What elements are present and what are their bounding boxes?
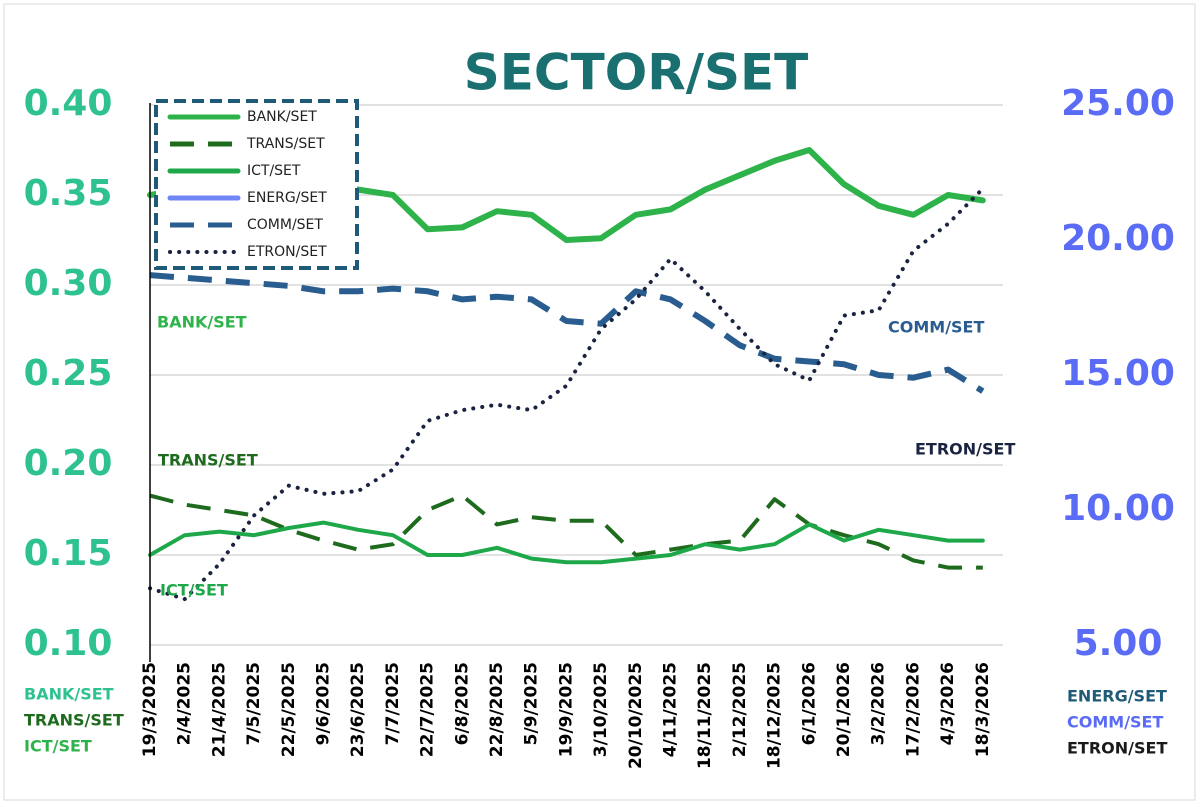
y2-tick-label: 20.00 — [1061, 218, 1175, 259]
chart-title: SECTOR/SET — [464, 44, 809, 102]
y-tick-label: 0.15 — [24, 533, 113, 574]
x-tick-label: 19/9/2025 — [556, 662, 576, 757]
legend-label: ETRON/SET — [247, 244, 327, 260]
series-annotation: BANK/SET — [157, 313, 247, 332]
legend-box — [154, 99, 359, 270]
y-tick-label: 0.35 — [24, 173, 113, 214]
x-tick-label: 3/2/2026 — [869, 662, 889, 745]
y-tick-label: 0.20 — [24, 443, 113, 484]
axis-series-label: TRANS/SET — [24, 711, 124, 730]
legend-label: BANK/SET — [247, 109, 317, 125]
series-line — [149, 493, 983, 570]
x-tick-label: 22/8/2025 — [487, 662, 507, 757]
legend: BANK/SET TRANS/SET ICT/SET ENERG/SET COMM/SE… — [154, 99, 359, 270]
series-annotation: TRANS/SET — [158, 451, 258, 470]
axis-series-label: COMM/SET — [1067, 713, 1163, 732]
x-tick-label: 17/2/2026 — [903, 662, 923, 757]
x-tick-label: 18/12/2025 — [765, 662, 785, 769]
x-tick-label: 20/10/2025 — [626, 662, 646, 769]
legend-label: TRANS/SET — [246, 136, 325, 152]
x-tick-label: 18/3/2026 — [973, 662, 993, 757]
axis-series-label: ETRON/SET — [1067, 739, 1167, 758]
x-tick-label: 23/6/2025 — [348, 662, 368, 757]
x-tick-label: 3/10/2025 — [591, 662, 611, 757]
y2-tick-label: 10.00 — [1061, 488, 1175, 529]
series-annotation: COMM/SET — [888, 318, 984, 337]
axis-series-label: BANK/SET — [24, 685, 114, 704]
x-tick-label: 22/5/2025 — [279, 662, 299, 757]
y-tick-label: 0.30 — [24, 263, 113, 304]
x-tick-label: 4/3/2026 — [938, 662, 958, 745]
y2-tick-label: 5.00 — [1074, 623, 1163, 664]
series-annotation: ETRON/SET — [915, 440, 1015, 459]
series-line — [148, 520, 985, 565]
x-tick-label: 21/4/2025 — [209, 662, 229, 757]
x-tick-label: 6/8/2025 — [452, 662, 472, 745]
y2-tick-label: 15.00 — [1061, 353, 1175, 394]
x-tick-label: 4/11/2025 — [661, 662, 681, 757]
y-tick-label: 0.10 — [24, 623, 113, 664]
series-line — [148, 186, 985, 602]
x-tick-label: 2/12/2025 — [730, 662, 750, 757]
y2-tick-label: 25.00 — [1061, 83, 1175, 124]
series-annotation: ICT/SET — [160, 581, 228, 600]
x-tick-label: 19/3/2025 — [140, 662, 160, 757]
y-tick-label: 0.40 — [24, 83, 113, 124]
axis-series-label: ICT/SET — [24, 737, 92, 756]
legend-label: COMM/SET — [247, 217, 323, 233]
x-tick-label: 5/9/2025 — [522, 662, 542, 745]
x-tick-label: 2/4/2025 — [175, 662, 195, 745]
labels: 0.10 0.15 0.20 0.25 0.30 0.35 0.40 5.00 10.00 15.… — [24, 83, 1175, 769]
legend-label: ENERG/SET — [247, 190, 327, 206]
x-tick-label: 7/5/2025 — [244, 662, 264, 745]
series-line — [149, 272, 985, 394]
x-tick-label: 18/11/2025 — [695, 662, 715, 769]
axis-series-label: ENERG/SET — [1067, 687, 1167, 706]
x-tick-label: 7/7/2025 — [383, 662, 403, 745]
y-tick-label: 0.25 — [24, 353, 113, 394]
x-tick-label: 20/1/2026 — [834, 662, 854, 757]
legend-label: ICT/SET — [247, 163, 301, 179]
x-tick-label: 6/1/2026 — [799, 662, 819, 745]
x-tick-label: 22/7/2025 — [418, 662, 438, 757]
x-tick-label: 9/6/2025 — [314, 662, 334, 745]
